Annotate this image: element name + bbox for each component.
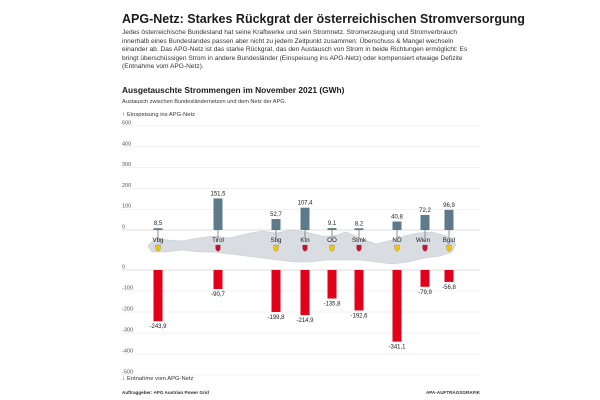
value-label-withdrawal: -214,9 bbox=[296, 318, 314, 324]
state-label: Wien bbox=[416, 237, 431, 244]
infeed-label: Einspeisung ins APG-Netz bbox=[127, 112, 195, 118]
bar-withdrawal-wien bbox=[420, 270, 430, 287]
bar-withdrawal-stmk bbox=[354, 270, 364, 311]
state-label: Sbg bbox=[270, 237, 282, 244]
value-label-infeed: 96,9 bbox=[443, 203, 455, 209]
value-label-infeed: 9,1 bbox=[328, 221, 337, 227]
value-label-infeed: 107,4 bbox=[297, 201, 313, 207]
state-label: OÖ bbox=[327, 237, 337, 244]
withdrawal-label: Entnahme vom APG-Netz bbox=[127, 376, 194, 382]
austria-map bbox=[147, 229, 457, 265]
y-tick-label: 200 bbox=[122, 183, 131, 189]
value-label-withdrawal: -243,9 bbox=[149, 324, 167, 330]
y-tick-label: 0 bbox=[122, 225, 125, 231]
graphic-source: APA-AUFTRAGSGRAFIK bbox=[425, 390, 480, 395]
value-label-withdrawal: -192,6 bbox=[350, 313, 368, 319]
infeed-legend: ↑ Einspeisung ins APG-Netz bbox=[122, 112, 195, 118]
bar-infeed-tirol bbox=[213, 198, 223, 230]
coat-of-arms-icon bbox=[302, 244, 308, 252]
state-label: NÖ bbox=[392, 237, 401, 244]
bar-withdrawal-vbg bbox=[153, 270, 163, 322]
bar-infeed-oö bbox=[327, 228, 337, 230]
y-tick-label: 100 bbox=[122, 204, 131, 210]
state-label: Vbg bbox=[152, 237, 164, 244]
credit-text: Auftraggeber: APG Austrian Power Grid bbox=[122, 390, 209, 395]
coat-of-arms-icon bbox=[394, 244, 400, 252]
value-label-infeed: 8,2 bbox=[355, 221, 364, 227]
coat-of-arms-icon bbox=[329, 244, 335, 252]
page-title: APG-Netz: Starkes Rückgrat der österreic… bbox=[122, 12, 525, 26]
bar-infeed-nö bbox=[392, 221, 402, 230]
value-label-infeed: 52,7 bbox=[270, 212, 282, 218]
value-label-withdrawal: -79,9 bbox=[418, 290, 432, 296]
y-tick-label: -100 bbox=[122, 286, 133, 292]
state-label: Stmk bbox=[352, 237, 367, 244]
y-tick-label: -200 bbox=[122, 307, 133, 313]
coat-of-arms-icon bbox=[422, 244, 428, 252]
chart-title: Ausgetauschte Strommengen im November 20… bbox=[122, 85, 345, 95]
y-tick-label: -400 bbox=[122, 349, 133, 355]
bar-infeed-wien bbox=[420, 214, 430, 230]
arrow-down-icon: ↓ bbox=[122, 376, 125, 382]
y-tick-label: 400 bbox=[122, 141, 131, 147]
bar-infeed-sbg bbox=[271, 219, 281, 230]
bar-withdrawal-nö bbox=[392, 270, 402, 342]
bar-withdrawal-ktn bbox=[300, 270, 310, 316]
state-label: Tirol bbox=[212, 237, 224, 244]
state-label: Bgld bbox=[443, 237, 456, 244]
value-label-infeed: 151,5 bbox=[210, 191, 226, 197]
coat-of-arms-icon bbox=[215, 244, 221, 252]
arrow-up-icon: ↑ bbox=[122, 112, 125, 118]
y-tick-label: -500 bbox=[122, 370, 133, 376]
value-label-withdrawal: -56,8 bbox=[442, 285, 456, 291]
bar-infeed-ktn bbox=[300, 207, 310, 230]
y-tick-label: -300 bbox=[122, 328, 133, 334]
bar-withdrawal-sbg bbox=[271, 270, 281, 312]
withdrawal-legend: ↓ Entnahme vom APG-Netz bbox=[122, 376, 193, 382]
y-tick-label: 0 bbox=[122, 265, 125, 271]
coat-of-arms-icon bbox=[273, 244, 279, 252]
state-label: Ktn bbox=[300, 237, 310, 244]
value-label-withdrawal: -199,8 bbox=[267, 315, 285, 321]
bar-withdrawal-oö bbox=[327, 270, 337, 299]
coat-of-arms-icon bbox=[356, 244, 362, 252]
bar-infeed-bgld bbox=[444, 209, 454, 230]
bar-infeed-stmk bbox=[354, 228, 364, 230]
value-label-withdrawal: -341,1 bbox=[388, 345, 406, 351]
bar-withdrawal-bgld bbox=[444, 270, 454, 282]
bar-infeed-vbg bbox=[153, 228, 163, 230]
value-label-infeed: 40,8 bbox=[391, 215, 403, 221]
coat-of-arms-icon bbox=[155, 244, 161, 252]
y-tick-label: 500 bbox=[122, 121, 131, 127]
value-label-infeed: 8,5 bbox=[154, 221, 163, 227]
bar-withdrawal-tirol bbox=[213, 270, 223, 290]
value-label-withdrawal: -135,8 bbox=[323, 302, 341, 308]
chart-subtitle: Austausch zwischen Bundesländernetzen un… bbox=[122, 99, 287, 105]
y-tick-label: 300 bbox=[122, 162, 131, 168]
coat-of-arms-icon bbox=[446, 244, 452, 252]
intro-text: Jedes österreichische Bundesland hat sei… bbox=[122, 29, 468, 71]
value-label-withdrawal: -90,7 bbox=[211, 292, 225, 298]
value-label-infeed: 72,2 bbox=[419, 208, 431, 214]
